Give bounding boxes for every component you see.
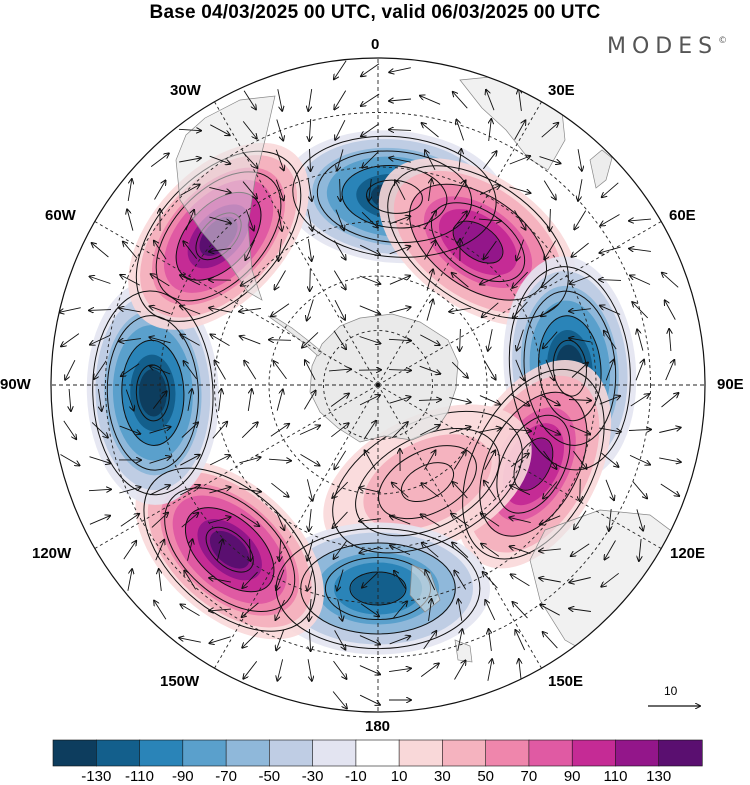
wind-vector <box>310 269 311 291</box>
colorbar-segment <box>183 740 227 766</box>
colorbar-segment <box>659 740 703 766</box>
colorbar-tick-label: 70 <box>521 768 538 785</box>
lon-label-90w: 90W <box>0 376 31 393</box>
lon-label-90e: 90E <box>717 376 744 393</box>
lon-label-60w: 60W <box>45 207 76 224</box>
colorbar-segment <box>529 740 573 766</box>
lon-label-180: 180 <box>365 718 390 735</box>
lon-label-150w: 150W <box>160 673 199 690</box>
colorbar-segment <box>616 740 660 766</box>
lon-label-150e: 150E <box>548 673 583 690</box>
colorbar-tick-label: 30 <box>434 768 451 785</box>
lon-label-30e: 30E <box>548 82 575 99</box>
colorbar-segment <box>356 740 400 766</box>
colorbar-tick-label: -50 <box>258 768 280 785</box>
colorbar-segment <box>140 740 184 766</box>
colorbar-tick-label: 10 <box>391 768 408 785</box>
colorbar-tick-label: -70 <box>215 768 237 785</box>
lon-label-60e: 60E <box>669 207 696 224</box>
colorbar-tick-label: 50 <box>477 768 494 785</box>
polar-stereographic-map <box>0 0 750 735</box>
south-pole-marker <box>376 383 380 387</box>
colorbar-tick-label: -110 <box>125 768 154 785</box>
lon-label-120e: 120E <box>670 545 705 562</box>
colorbar-segment <box>53 740 97 766</box>
colorbar <box>0 735 750 767</box>
colorbar-tick-label: -30 <box>302 768 324 785</box>
colorbar-segment <box>399 740 443 766</box>
colorbar-segment <box>313 740 357 766</box>
lon-label-120w: 120W <box>32 545 71 562</box>
wind-vector <box>269 340 291 341</box>
colorbar-tick-label: 90 <box>564 768 581 785</box>
colorbar-segment <box>269 740 313 766</box>
wind-vector <box>580 479 581 501</box>
colorbar-tick-label: 110 <box>604 768 628 785</box>
reference-vector-label: 10 <box>664 684 677 698</box>
colorbar-segment <box>442 740 486 766</box>
colorbar-tick-label: -90 <box>172 768 194 785</box>
colorbar-tick-label: -130 <box>81 768 111 785</box>
colorbar-tick-label: -10 <box>345 768 367 785</box>
colorbar-tick-label: 130 <box>646 768 671 785</box>
colorbar-segment <box>226 740 270 766</box>
lon-label-0: 0 <box>371 36 379 53</box>
colorbar-segment <box>572 740 616 766</box>
colorbar-segment <box>486 740 530 766</box>
colorbar-segment <box>96 740 140 766</box>
lon-label-30w: 30W <box>170 82 201 99</box>
